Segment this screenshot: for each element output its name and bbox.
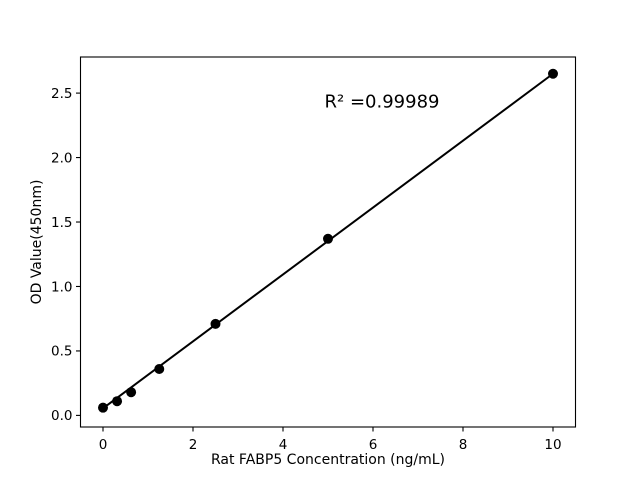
x-axis-label: Rat FABP5 Concentration (ng/mL) [210,452,446,468]
data-point [112,396,123,407]
y-tick-label: 1.5 [51,215,72,231]
x-tick-label: 8 [459,437,468,453]
data-point [548,68,558,79]
data-point [126,387,137,398]
data-point [154,363,165,374]
y-tick-label: 0.5 [51,344,72,360]
r-squared-annotation: R² =0.99989 [324,91,440,113]
data-point [98,402,108,413]
x-tick-label: 10 [544,437,561,453]
data-point [210,318,221,329]
x-tick-label: 0 [99,437,108,453]
x-tick-label: 4 [279,437,288,453]
x-tick-label: 6 [369,437,378,453]
data-point [323,233,333,244]
y-tick-label: 2.0 [51,150,72,166]
y-tick-label: 0.0 [51,408,72,424]
plot-border [79,56,577,428]
y-tick-label: 2.5 [51,86,72,102]
x-tick-label: 2 [189,437,198,453]
y-axis-label: OD Value(450nm) [29,179,45,305]
y-tick-label: 1.0 [51,279,72,295]
